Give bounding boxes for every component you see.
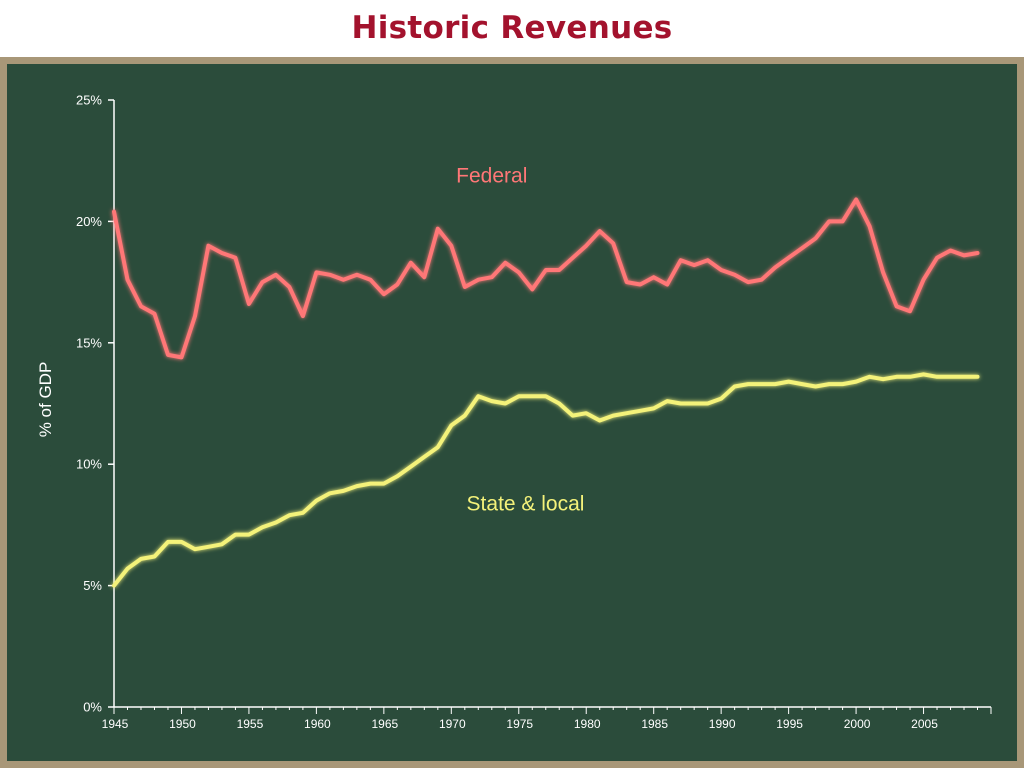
x-tick-label: 1965 (371, 717, 398, 731)
y-axis-title: % of GDP (36, 362, 55, 438)
y-tick-label: 15% (76, 335, 102, 350)
axes: 0% 5% 10% 15% 20% 25% 1945 1950 1955 1960 1965 1970… (36, 93, 992, 731)
x-tick-label: 1990 (709, 717, 736, 731)
x-tick-label: 1950 (169, 717, 196, 731)
y-tick-label: 0% (83, 700, 102, 715)
y-tick-label: 25% (76, 93, 102, 108)
y-tick-label: 10% (76, 457, 102, 472)
slide-title: Historic Revenues (351, 10, 673, 46)
x-tick-label: 1985 (641, 717, 668, 731)
series-lines (112, 197, 980, 588)
chalkboard-frame: 0% 5% 10% 15% 20% 25% 1945 1950 1955 1960 1965 1970… (0, 57, 1024, 768)
x-tick-label: 1955 (237, 717, 264, 731)
x-tick-label: 2000 (844, 717, 871, 731)
annotations: Federal State & local (456, 165, 584, 516)
federal-series-label: Federal (456, 165, 527, 188)
x-tick-label: 1945 (102, 717, 129, 731)
y-tick-label: 20% (76, 214, 102, 229)
x-tick-label: 1970 (439, 717, 466, 731)
state-local-series-label: State & local (467, 492, 585, 515)
revenue-chart: 0% 5% 10% 15% 20% 25% 1945 1950 1955 1960 1965 1970… (36, 93, 992, 731)
x-tick-label: 1995 (776, 717, 803, 731)
state-local-series-line (112, 372, 980, 588)
x-tick-label: 1975 (506, 717, 533, 731)
x-tick-label: 1960 (304, 717, 331, 731)
federal-series-line (112, 197, 980, 360)
x-tick-label: 2005 (911, 717, 938, 731)
x-tick-label: 1980 (574, 717, 601, 731)
y-tick-label: 5% (83, 578, 102, 593)
